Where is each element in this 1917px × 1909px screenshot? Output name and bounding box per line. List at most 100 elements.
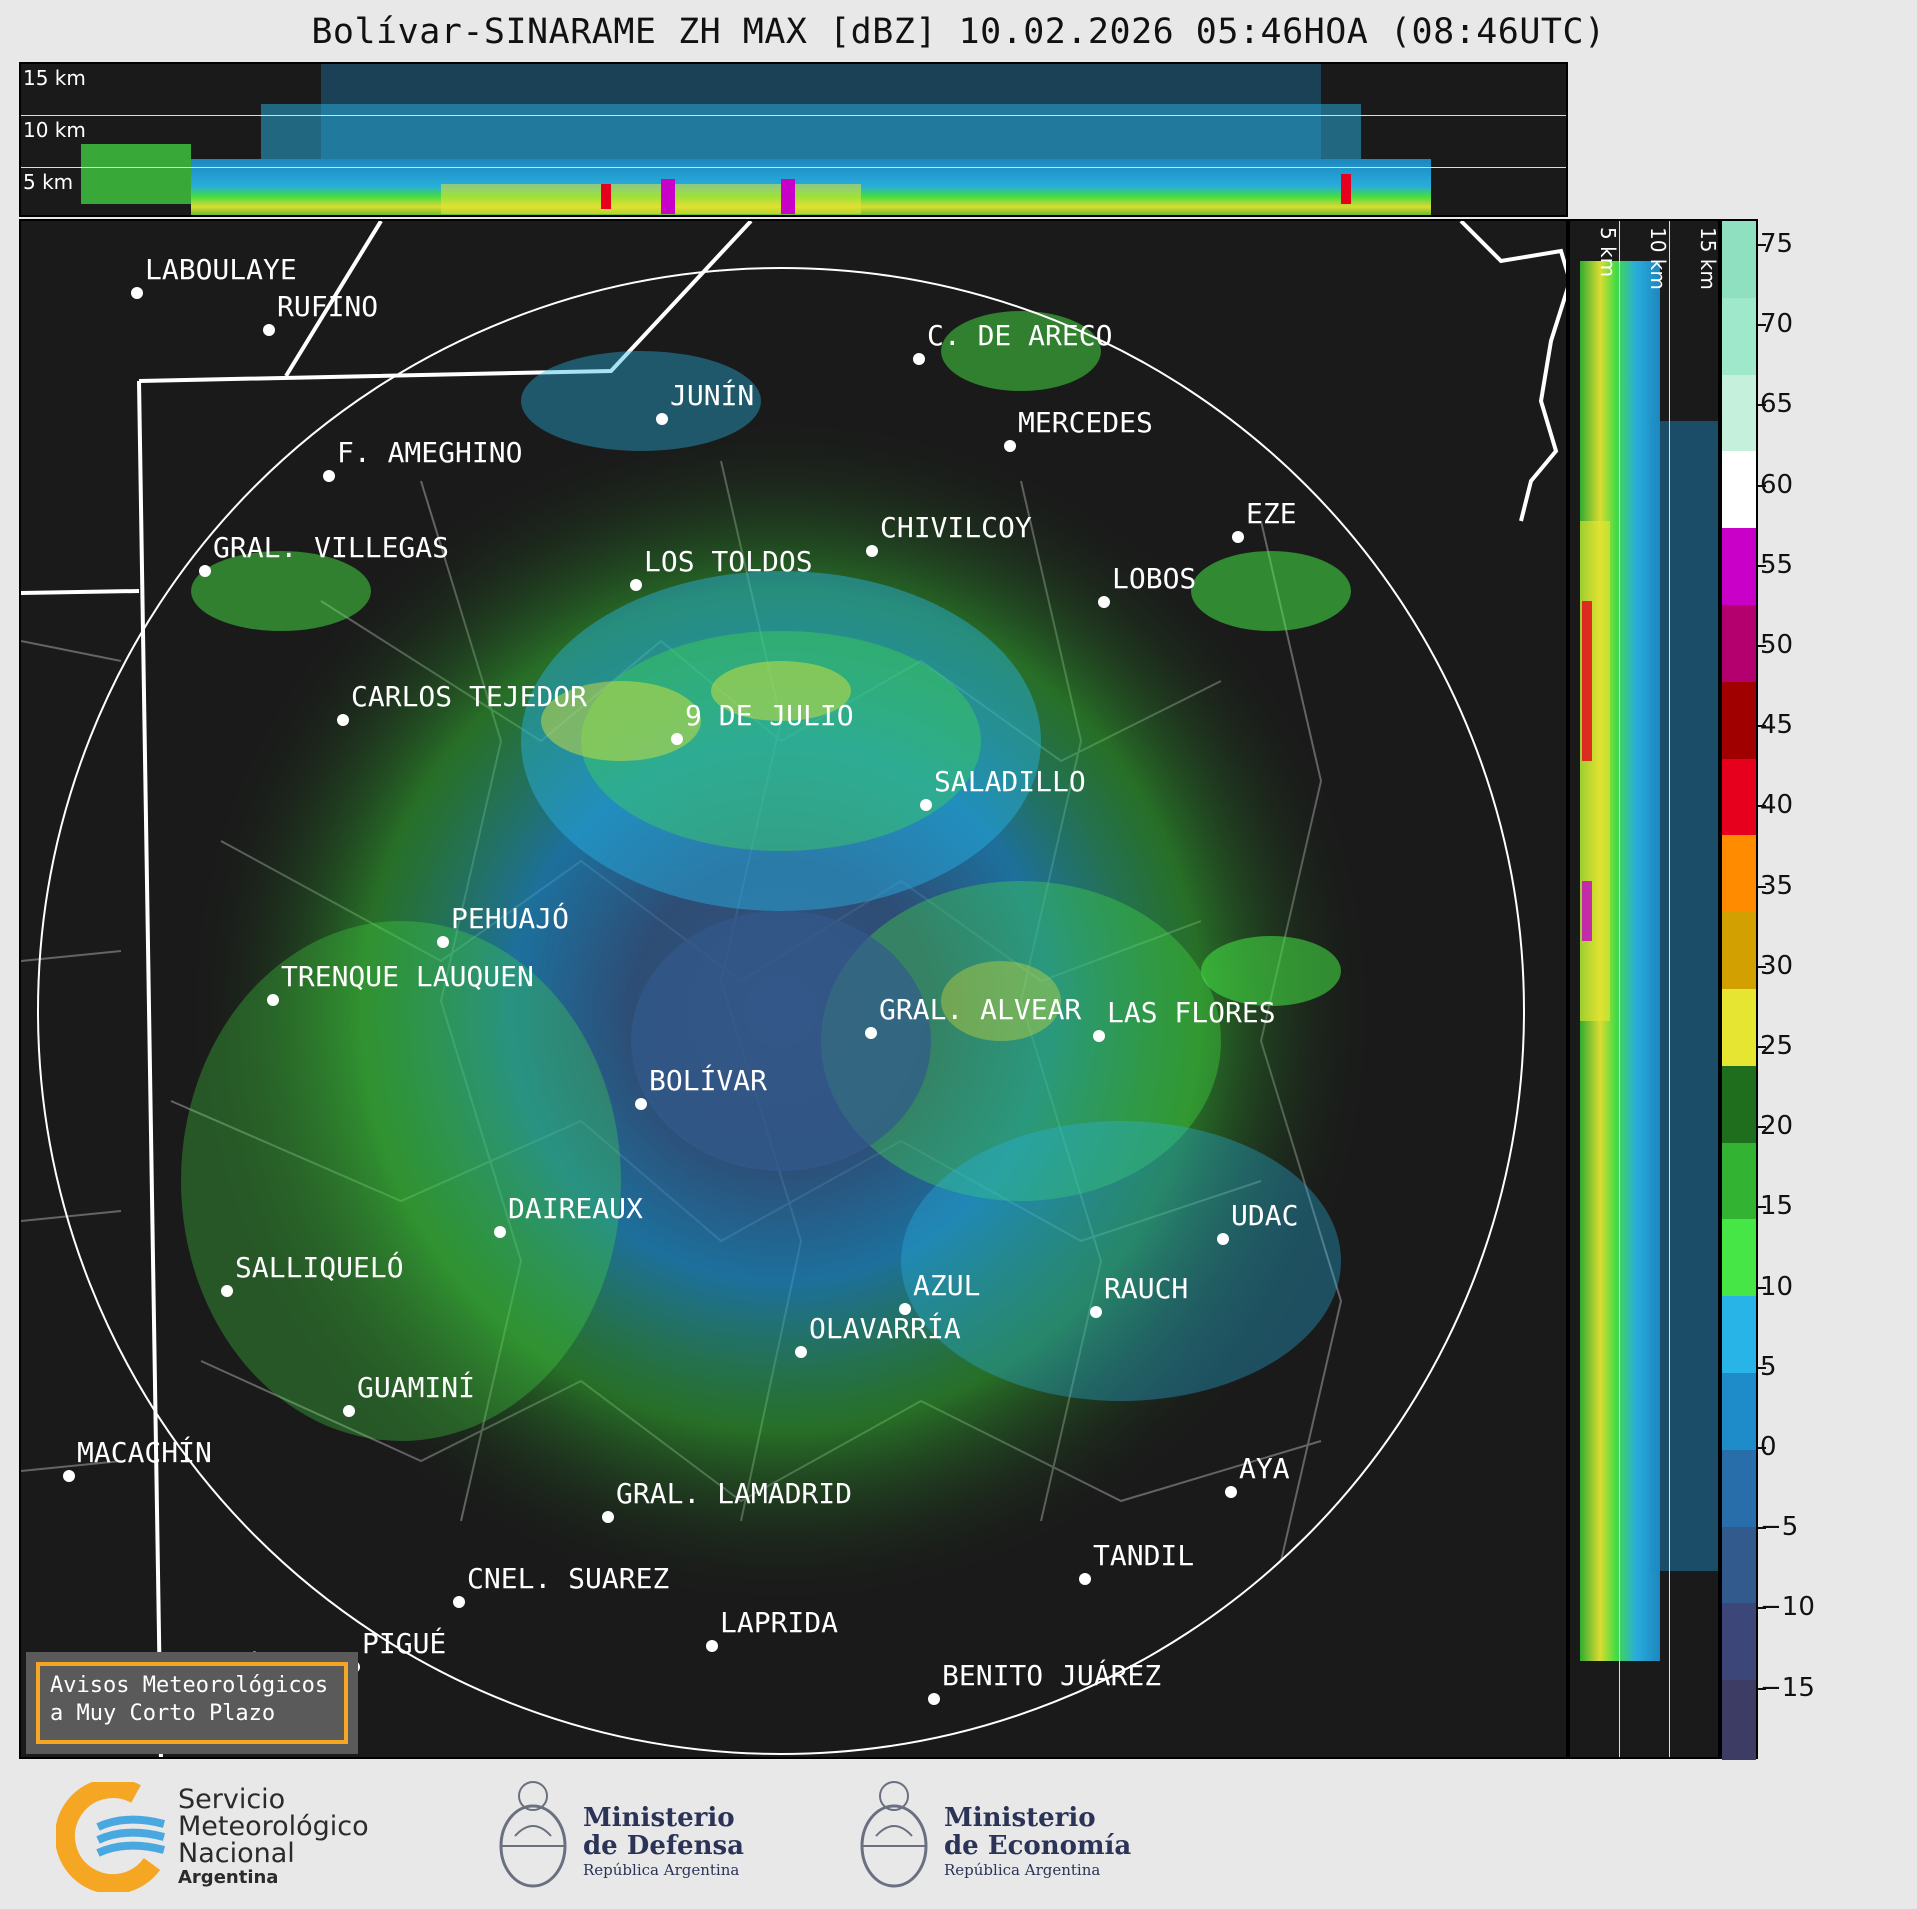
colorbar-segment: [1722, 681, 1756, 762]
city-label: PEHUAJÓ: [451, 902, 570, 935]
city-label: GRAL. ALVEAR: [879, 993, 1082, 1026]
city-label: JUNÍN: [670, 379, 755, 412]
city-marker: [437, 936, 449, 948]
warnings-line-2: a Muy Corto Plazo: [50, 1701, 276, 1726]
colorbar-tick-label: 30: [1760, 950, 1794, 981]
top-height-profile: 15 km 10 km 5 km: [19, 62, 1568, 217]
top-profile-echoes: [81, 64, 1431, 215]
smn-logo-icon: [56, 1782, 166, 1892]
colorbar-tick-label: 70: [1760, 309, 1794, 340]
city-label: BOLÍVAR: [649, 1064, 768, 1097]
height-label-10km-v: 10 km: [1646, 227, 1670, 290]
city-marker: [343, 1405, 355, 1417]
city-label: TANDIL: [1093, 1539, 1195, 1572]
city-label: CHIVILCOY: [880, 511, 1032, 544]
smn-line-4: Argentina: [178, 1867, 279, 1888]
smn-wordmark: Servicio Meteorológico Nacional Argentin…: [178, 1786, 369, 1889]
city-label: GRAL. LAMADRID: [616, 1477, 853, 1510]
very-short-range-warnings-box[interactable]: Avisos Meteorológicos a Muy Corto Plazo: [26, 1652, 358, 1754]
city-marker: [494, 1226, 506, 1238]
colorbar-tick-mark: [1758, 1366, 1766, 1369]
reflectivity-colorbar: [1720, 219, 1758, 1761]
colorbar-segment: [1722, 1373, 1756, 1453]
city-marker: [630, 579, 642, 591]
warnings-box-frame: Avisos Meteorológicos a Muy Corto Plazo: [36, 1662, 348, 1744]
colorbar-tick-mark: [1758, 965, 1766, 968]
colorbar-segment: [1722, 989, 1756, 1069]
argentina-coat-of-arms-icon: [499, 1781, 567, 1888]
city-marker: [1079, 1573, 1091, 1585]
city-marker: [706, 1640, 718, 1652]
city-label: MACACHÍN: [77, 1436, 212, 1469]
city-marker: [267, 994, 279, 1006]
city-label: LAS FLORES: [1107, 996, 1276, 1029]
colorbar-tick-mark: [1758, 404, 1766, 407]
city-marker: [1217, 1233, 1229, 1245]
colorbar-segment: [1722, 451, 1756, 532]
colorbar-segment: [1722, 374, 1756, 455]
colorbar-tick-label: 25: [1760, 1031, 1794, 1061]
colorbar-segment: [1722, 1219, 1756, 1300]
height-label-15km-v: 15 km: [1696, 227, 1720, 290]
colorbar-segment: [1722, 528, 1756, 609]
colorbar-tick-mark: [1758, 1286, 1766, 1289]
economia-line-1: Ministerio: [944, 1803, 1096, 1833]
colorbar-tick-mark: [1758, 1126, 1766, 1129]
city-marker: [866, 545, 878, 557]
defensa-line-2: de Defensa: [583, 1831, 744, 1861]
city-label: LOBOS: [1112, 562, 1197, 595]
economia-wordmark: Ministerio de Economía República Argenti…: [944, 1804, 1131, 1880]
city-marker: [865, 1027, 877, 1039]
city-label: C. DE ARECO: [927, 319, 1113, 352]
city-marker: [656, 413, 668, 425]
colorbar-segment: [1722, 605, 1756, 685]
city-label: MERCEDES: [1018, 406, 1153, 439]
colorbar-segment: [1722, 1449, 1756, 1530]
page-title: Bolívar-SINARAME ZH MAX [dBZ] 10.02.2026…: [311, 12, 1606, 52]
colorbar-tick-mark: [1758, 645, 1766, 647]
city-marker: [199, 565, 211, 577]
colorbar-tick-label: 40: [1760, 790, 1794, 821]
smn-line-1: Servicio: [178, 1784, 286, 1815]
city-label: UDAC: [1231, 1199, 1299, 1232]
city-marker: [1004, 440, 1016, 452]
right-height-profile: 5 km 10 km 15 km: [1568, 219, 1720, 1759]
colorbar-segment: [1722, 221, 1756, 301]
city-label: RUFINO: [277, 290, 379, 323]
city-marker: [323, 470, 335, 482]
city-marker: [920, 799, 932, 811]
smn-line-3: Nacional: [178, 1838, 295, 1869]
height-label-5km: 5 km: [23, 170, 74, 194]
city-marker: [795, 1346, 807, 1358]
city-label: 9 DE JULIO: [685, 699, 854, 732]
right-profile-echoes: [1580, 261, 1718, 1661]
colorbar-tick-label: 0: [1760, 1432, 1777, 1462]
radar-map[interactable]: LABOULAYE RUFINO C. DE ARECO JUNÍN MERCEDES F…: [19, 219, 1568, 1759]
colorbar-tick-label: 35: [1760, 870, 1794, 901]
radar-map-graphics: [21, 221, 1566, 1757]
colorbar-tick-label: −10: [1760, 1592, 1815, 1623]
city-label: LABOULAYE: [145, 253, 297, 286]
colorbar-tick-mark: [1758, 484, 1766, 487]
city-label: AYA: [1239, 1452, 1290, 1485]
city-marker: [1098, 596, 1110, 608]
city-marker: [899, 1303, 911, 1315]
colorbar-segment: [1722, 1680, 1756, 1761]
economia-line-2: de Economía: [944, 1831, 1132, 1861]
colorbar-tick-mark: [1758, 244, 1766, 246]
colorbar-segment: [1722, 1603, 1756, 1684]
colorbar-tick-mark: [1758, 1447, 1766, 1449]
city-label: TRENQUE LAUQUEN: [281, 960, 534, 993]
city-label: GUAMINÍ: [357, 1371, 476, 1404]
colorbar-tick-label: −15: [1760, 1672, 1815, 1703]
height-label-15km: 15 km: [23, 66, 86, 90]
colorbar-segment: [1722, 1065, 1756, 1146]
city-label: CNEL. SUAREZ: [467, 1562, 670, 1595]
colorbar-tick-mark: [1758, 1527, 1766, 1530]
defensa-line-1: Ministerio: [583, 1803, 735, 1833]
city-marker: [263, 324, 275, 336]
colorbar-segment: [1722, 1142, 1756, 1223]
colorbar-segment: [1722, 1526, 1756, 1607]
city-marker: [1090, 1306, 1102, 1318]
height-label-5km-v: 5 km: [1596, 227, 1620, 278]
